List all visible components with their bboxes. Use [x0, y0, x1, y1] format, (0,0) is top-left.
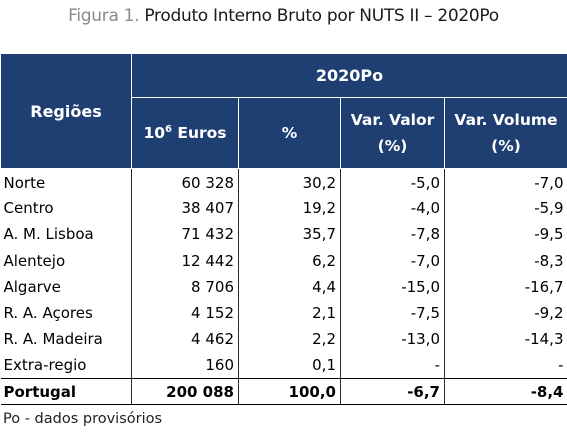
cell-region: Extra-regio [3, 356, 87, 375]
header-percent: % [238, 97, 341, 169]
table-row: Alentejo 12 442 6,2 -7,0 -8,3 [1, 247, 567, 274]
cell-var-volume: -16,7 [444, 273, 567, 300]
header-euros-base: 10 [143, 124, 166, 142]
table-row: A. M. Lisboa 71 432 35,7 -7,8 -9,5 [1, 221, 567, 248]
header-var-valor: Var. Valor (%) [340, 97, 445, 169]
cell-region: Portugal [0, 378, 132, 406]
header-euros: 106 Euros [131, 97, 239, 169]
figure-label: Figura 1. [68, 6, 140, 26]
cell-euros: 200 088 [131, 378, 239, 406]
cell-percent: 2,1 [238, 299, 341, 327]
table-row: Norte 60 328 30,2 -5,0 -7,0 [1, 168, 567, 195]
figure-caption: Figura 1. Produto Interno Bruto por NUTS… [0, 6, 567, 26]
cell-region: A. M. Lisboa [3, 225, 94, 244]
table-row-total: Portugal 200 088 100,0 -6,7 -8,4 [0, 378, 567, 406]
cell-var-volume: - [444, 352, 567, 379]
cell-euros: 71 432 [131, 221, 239, 248]
cell-percent: 19,2 [238, 194, 341, 222]
header-regions: Regiões [0, 53, 132, 169]
cell-region: R. A. Madeira [3, 330, 103, 349]
header-var-valor-unit: (%) [377, 137, 408, 155]
cell-euros: 160 [131, 352, 239, 379]
figure-title: Produto Interno Bruto por NUTS II – 2020… [144, 6, 499, 26]
cell-percent: 0,1 [238, 352, 341, 379]
cell-euros: 8 706 [131, 273, 239, 300]
cell-var-valor: -5,0 [340, 168, 445, 195]
cell-region: Alentejo [3, 251, 66, 270]
cell-region: R. A. Açores [3, 304, 93, 323]
table-row: Centro 38 407 19,2 -4,0 -5,9 [1, 194, 567, 222]
table-row: R. A. Açores 4 152 2,1 -7,5 -9,2 [1, 299, 567, 327]
footnote: Po - dados provisórios [3, 411, 163, 427]
cell-var-volume: -14,3 [444, 326, 567, 353]
gdp-table: Regiões 2020Po 106 Euros % Var. Valor (%)… [0, 53, 567, 406]
cell-var-volume: -9,5 [444, 221, 567, 248]
cell-euros: 4 462 [131, 326, 239, 353]
cell-var-valor: -6,7 [340, 378, 445, 406]
cell-percent: 35,7 [238, 221, 341, 248]
table-row: R. A. Madeira 4 462 2,2 -13,0 -14,3 [1, 326, 567, 353]
cell-euros: 12 442 [131, 247, 239, 274]
header-var-valor-label: Var. Valor [350, 111, 435, 129]
header-group-2020po: 2020Po [131, 53, 567, 98]
cell-percent: 6,2 [238, 247, 341, 274]
cell-var-volume: -8,4 [444, 378, 567, 406]
cell-percent: 30,2 [238, 168, 341, 195]
cell-euros: 38 407 [131, 194, 239, 222]
header-euros-unit: Euros [172, 124, 227, 142]
table-row: Extra-regio 160 0,1- - [1, 352, 567, 379]
cell-euros: 4 152 [131, 299, 239, 327]
cell-var-valor: -7,5 [340, 299, 445, 327]
cell-var-volume: -5,9 [444, 194, 567, 222]
cell-percent: 100,0 [238, 378, 341, 406]
cell-region: Algarve [3, 277, 61, 296]
table-row: Algarve 8 706 4,4 -15,0 -16,7 [1, 273, 567, 300]
cell-region: Norte [3, 173, 46, 192]
cell-percent: 4,4 [238, 273, 341, 300]
cell-var-valor: -15,0 [340, 273, 445, 300]
cell-region: Centro [3, 198, 54, 217]
cell-var-valor: -7,8 [340, 221, 445, 248]
header-euros-exp: 6 [165, 123, 172, 135]
cell-var-volume: -7,0 [444, 168, 567, 195]
table-body: Norte 60 328 30,2 -5,0 -7,0 Centro 38 407 19,2-… [0, 168, 567, 406]
cell-percent: 2,2 [238, 326, 341, 353]
cell-var-volume: -9,2 [444, 299, 567, 327]
header-var-volume: Var. Volume (%) [444, 97, 567, 169]
cell-var-valor: - [340, 352, 445, 379]
header-var-volume-unit: (%) [491, 137, 521, 155]
cell-euros: 60 328 [131, 168, 239, 195]
cell-var-valor: -13,0 [340, 326, 445, 353]
header-var-volume-label: Var. Volume [454, 111, 558, 129]
cell-var-volume: -8,3 [444, 247, 567, 274]
cell-var-valor: -4,0 [340, 194, 445, 222]
cell-var-valor: -7,0 [340, 247, 445, 274]
